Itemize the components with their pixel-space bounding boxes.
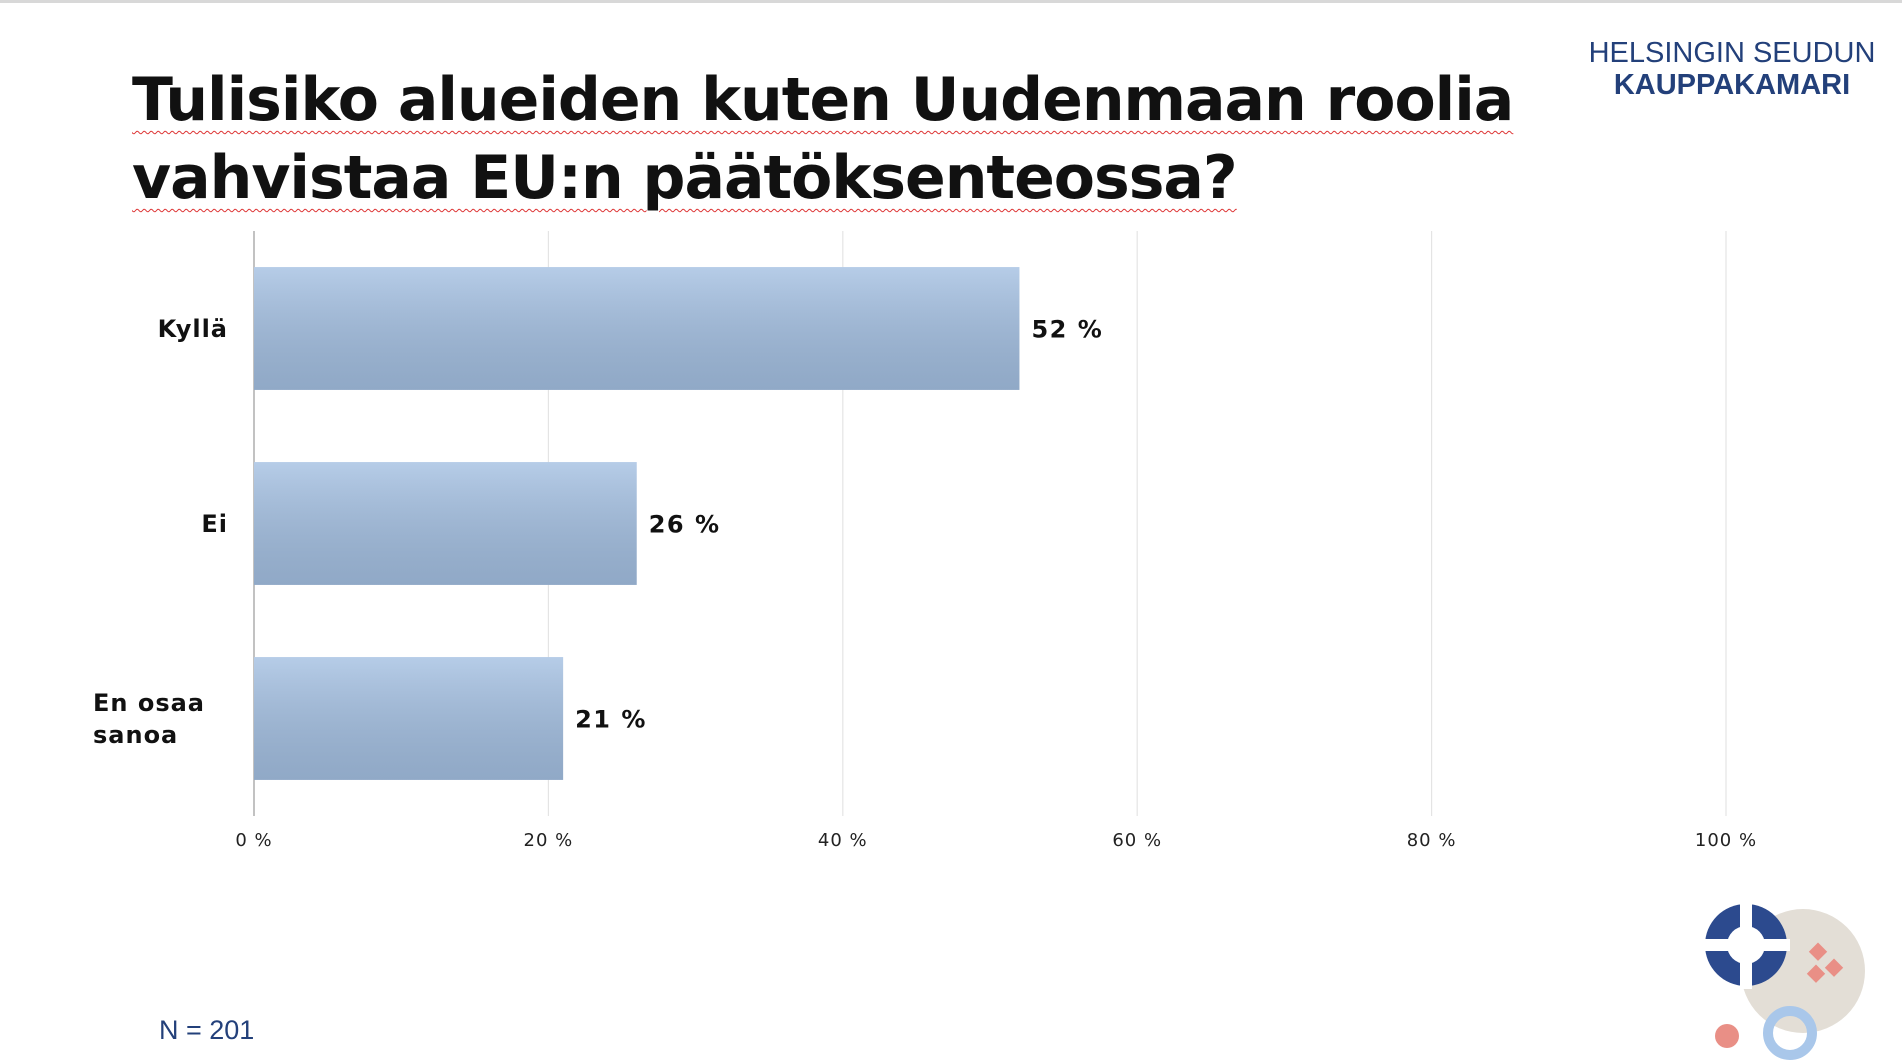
value-label: 21 % <box>575 706 647 734</box>
value-label: 26 % <box>649 511 721 539</box>
x-tick-label: 40 % <box>818 830 868 851</box>
bar-shade <box>254 657 564 780</box>
x-tick-label: 60 % <box>1112 830 1162 851</box>
chart-title: Tulisiko alueiden kuten Uudenmaan roolia <box>132 65 1514 135</box>
x-tick-label: 20 % <box>524 830 574 851</box>
chart: 0 % 20 % 40 % 60 % 80 % 100 % 52 % 26 % 21 % <box>235 231 1865 1060</box>
category-label: En osaa sanoa <box>93 688 205 749</box>
sample-note: N = 201 <box>159 1015 255 1045</box>
brand-line: KAUPPAKAMARI <box>1613 69 1851 101</box>
bar-shade <box>254 462 637 585</box>
category-label: Ei <box>201 509 228 538</box>
brand-line: HELSINGIN SEUDUN <box>1588 37 1876 69</box>
logo-decoration <box>1702 901 1865 1060</box>
category-label: Kyllä <box>157 314 228 343</box>
x-tick-label: 0 % <box>235 830 272 851</box>
x-tick-label: 100 % <box>1695 830 1757 851</box>
chart-title: vahvistaa EU:n päätöksenteossa? <box>132 143 1238 213</box>
value-label: 52 % <box>1031 316 1103 344</box>
x-tick-label: 80 % <box>1407 830 1457 851</box>
bar-shade <box>254 267 1020 390</box>
